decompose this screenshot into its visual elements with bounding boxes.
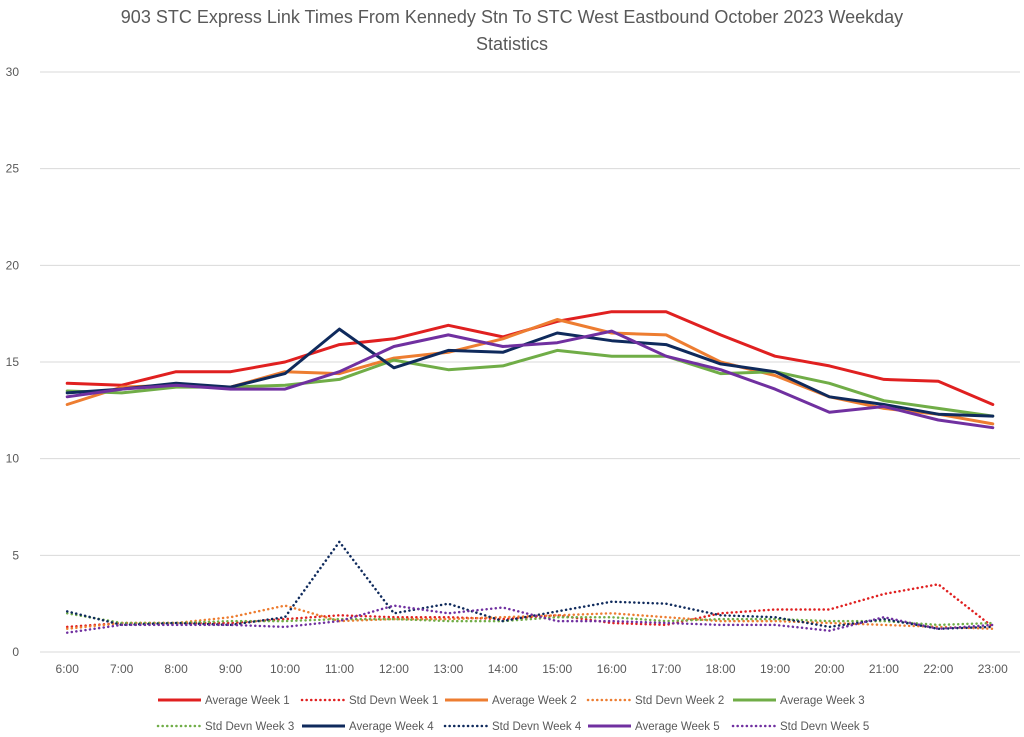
x-tick-label: 18:00 bbox=[706, 662, 736, 676]
series-line-std-devn-week-3 bbox=[65, 612, 995, 627]
legend-item: Average Week 1 bbox=[158, 695, 290, 707]
legend-label: Std Devn Week 3 bbox=[205, 721, 294, 733]
legend-label: Average Week 1 bbox=[205, 695, 290, 707]
x-tick-label: 11:00 bbox=[325, 662, 354, 676]
x-tick-label: 17:00 bbox=[651, 662, 681, 676]
y-tick-label: 5 bbox=[12, 548, 19, 562]
plot-area bbox=[65, 310, 995, 634]
y-tick-label: 0 bbox=[12, 645, 19, 659]
x-tick-label: 7:00 bbox=[110, 662, 134, 676]
legend-label: Std Devn Week 5 bbox=[780, 721, 869, 733]
series-line-std-devn-week-4 bbox=[65, 540, 995, 631]
legend-label: Average Week 5 bbox=[635, 721, 720, 733]
x-axis-ticks: 6:00 7:00 8:00 9:00 10:00 11:00 12:00 13:00 14:0… bbox=[56, 662, 1009, 676]
series-line-average-week-3 bbox=[65, 348, 995, 418]
y-tick-label: 30 bbox=[6, 65, 20, 79]
x-tick-label: 8:00 bbox=[164, 662, 188, 676]
x-tick-label: 14:00 bbox=[488, 662, 518, 676]
chart-title-line-1: 903 STC Express Link Times From Kennedy … bbox=[120, 7, 904, 27]
legend-label: Std Devn Week 2 bbox=[635, 695, 724, 707]
legend-label: Std Devn Week 4 bbox=[492, 721, 582, 733]
gridlines bbox=[40, 71, 1020, 653]
x-tick-label: 15:00 bbox=[542, 662, 572, 676]
y-tick-label: 15 bbox=[6, 355, 20, 369]
legend-label: Average Week 3 bbox=[780, 695, 865, 707]
chart-title: 903 STC Express Link Times From Kennedy … bbox=[0, 4, 1024, 58]
x-tick-label: 9:00 bbox=[219, 662, 243, 676]
legend-item: Average Week 3 bbox=[733, 695, 865, 707]
legend-item: Std Devn Week 1 bbox=[300, 695, 438, 707]
legend-item: Std Devn Week 3 bbox=[156, 721, 294, 733]
series-line-average-week-5 bbox=[65, 329, 995, 430]
series-line-average-week-4 bbox=[65, 327, 995, 418]
legend-item: Std Devn Week 2 bbox=[586, 695, 724, 707]
x-tick-label: 21:00 bbox=[869, 662, 899, 676]
legend-item: Std Devn Week 5 bbox=[731, 721, 869, 733]
legend-item: Std Devn Week 4 bbox=[443, 721, 582, 733]
x-tick-label: 12:00 bbox=[379, 662, 409, 676]
x-tick-label: 16:00 bbox=[597, 662, 627, 676]
legend-label: Std Devn Week 1 bbox=[349, 695, 438, 707]
legend: Average Week 1 Std Devn Week 1 Average Wee… bbox=[156, 695, 869, 733]
legend-item: Average Week 2 bbox=[445, 695, 577, 707]
x-tick-label: 19:00 bbox=[760, 662, 790, 676]
legend-item: Average Week 4 bbox=[302, 721, 434, 733]
y-tick-label: 20 bbox=[6, 258, 20, 272]
x-tick-label: 23:00 bbox=[978, 662, 1008, 676]
x-tick-label: 13:00 bbox=[433, 662, 463, 676]
series-line-std-devn-week-1 bbox=[65, 583, 995, 629]
x-tick-label: 22:00 bbox=[923, 662, 953, 676]
y-tick-label: 10 bbox=[6, 452, 20, 466]
legend-label: Average Week 4 bbox=[349, 721, 434, 733]
y-axis-ticks: 0 5 10 15 20 25 30 bbox=[6, 65, 20, 659]
x-tick-label: 10:00 bbox=[270, 662, 300, 676]
x-tick-label: 20:00 bbox=[814, 662, 844, 676]
legend-item: Average Week 5 bbox=[588, 721, 720, 733]
x-tick-label: 6:00 bbox=[56, 662, 80, 676]
legend-label: Average Week 2 bbox=[492, 695, 577, 707]
series-line-std-devn-week-5 bbox=[65, 604, 995, 634]
chart-title-line-2: Statistics bbox=[475, 34, 549, 54]
y-tick-label: 25 bbox=[6, 162, 20, 176]
